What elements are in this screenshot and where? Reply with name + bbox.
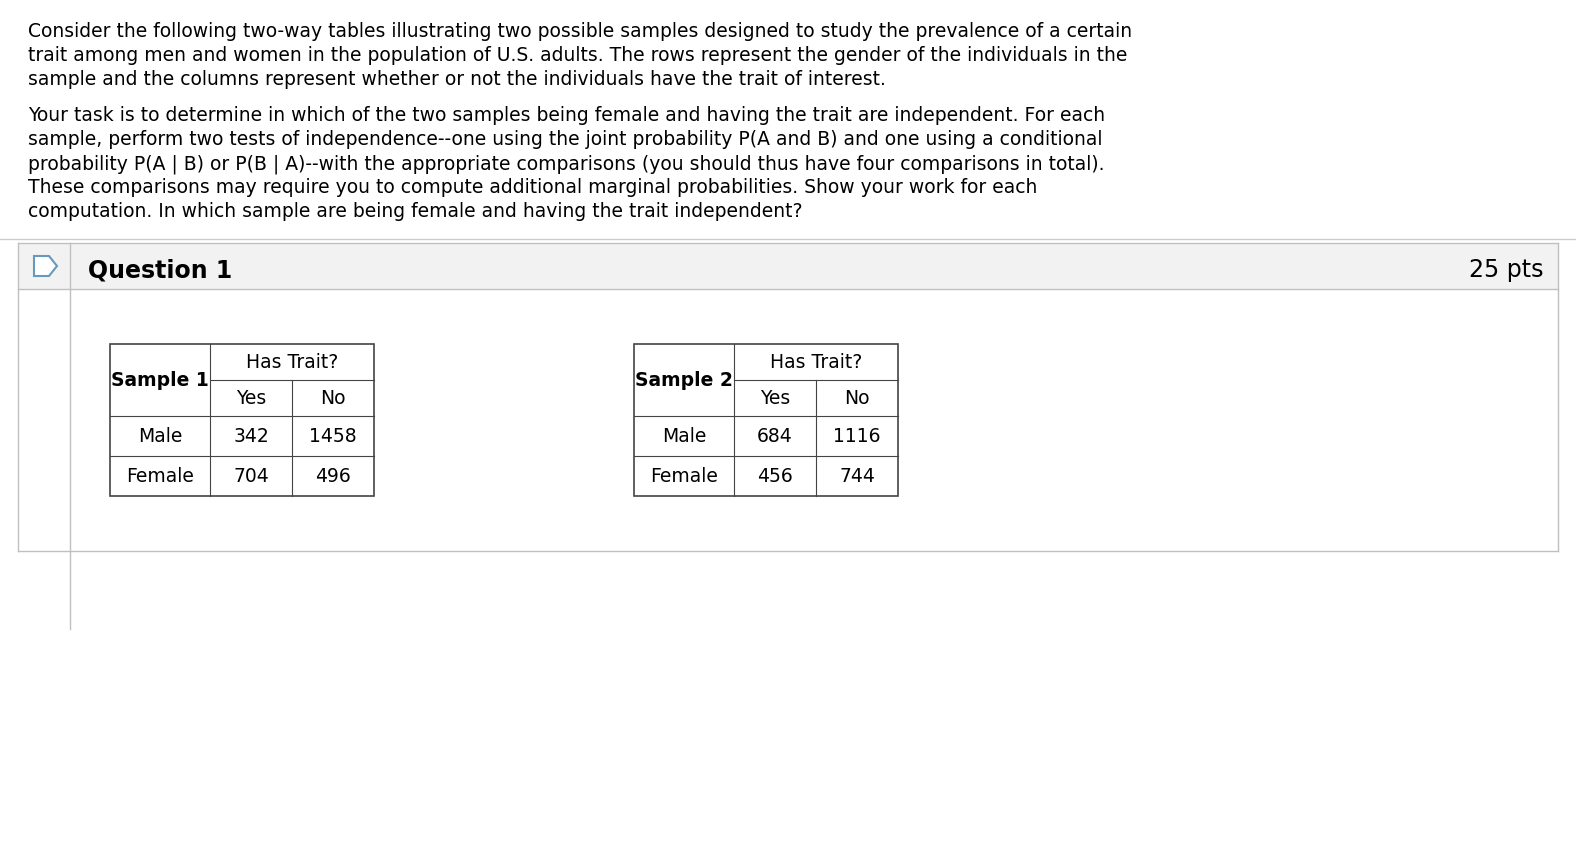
Text: sample and the columns represent whether or not the individuals have the trait o: sample and the columns represent whether… <box>28 70 886 89</box>
Text: These comparisons may require you to compute additional marginal probabilities. : These comparisons may require you to com… <box>28 177 1037 197</box>
Text: Has Trait?: Has Trait? <box>769 353 862 372</box>
Text: 342: 342 <box>233 427 269 446</box>
Text: computation. In which sample are being female and having the trait independent?: computation. In which sample are being f… <box>28 202 802 221</box>
Text: Sample 1: Sample 1 <box>112 371 210 390</box>
Polygon shape <box>35 257 57 276</box>
Text: Your task is to determine in which of the two samples being female and having th: Your task is to determine in which of th… <box>28 106 1105 125</box>
Text: probability P(A | B) or P(B | A)--with the appropriate comparisons (you should t: probability P(A | B) or P(B | A)--with t… <box>28 154 1105 173</box>
Text: trait among men and women in the population of U.S. adults. The rows represent t: trait among men and women in the populat… <box>28 46 1127 65</box>
Text: 704: 704 <box>233 467 269 486</box>
Text: Sample 2: Sample 2 <box>635 371 733 390</box>
Text: 25 pts: 25 pts <box>1469 258 1544 282</box>
Text: Yes: Yes <box>236 389 266 408</box>
Text: No: No <box>320 389 345 408</box>
Text: 1458: 1458 <box>309 427 356 446</box>
Bar <box>17 244 1559 290</box>
Bar <box>634 345 898 496</box>
Text: No: No <box>845 389 870 408</box>
Text: Female: Female <box>649 467 719 486</box>
Text: Yes: Yes <box>760 389 790 408</box>
Text: 496: 496 <box>315 467 351 486</box>
Text: 456: 456 <box>756 467 793 486</box>
Text: Consider the following two-way tables illustrating two possible samples designed: Consider the following two-way tables il… <box>28 22 1132 41</box>
Text: Female: Female <box>126 467 194 486</box>
Text: Has Trait?: Has Trait? <box>246 353 339 372</box>
Bar <box>110 345 374 496</box>
Text: sample, perform two tests of independence--one using the joint probability P(A a: sample, perform two tests of independenc… <box>28 130 1103 148</box>
Text: 684: 684 <box>756 427 793 446</box>
Text: Male: Male <box>137 427 183 446</box>
Text: 744: 744 <box>838 467 875 486</box>
Text: Question 1: Question 1 <box>88 258 232 282</box>
Text: Male: Male <box>662 427 706 446</box>
Text: 1116: 1116 <box>834 427 881 446</box>
